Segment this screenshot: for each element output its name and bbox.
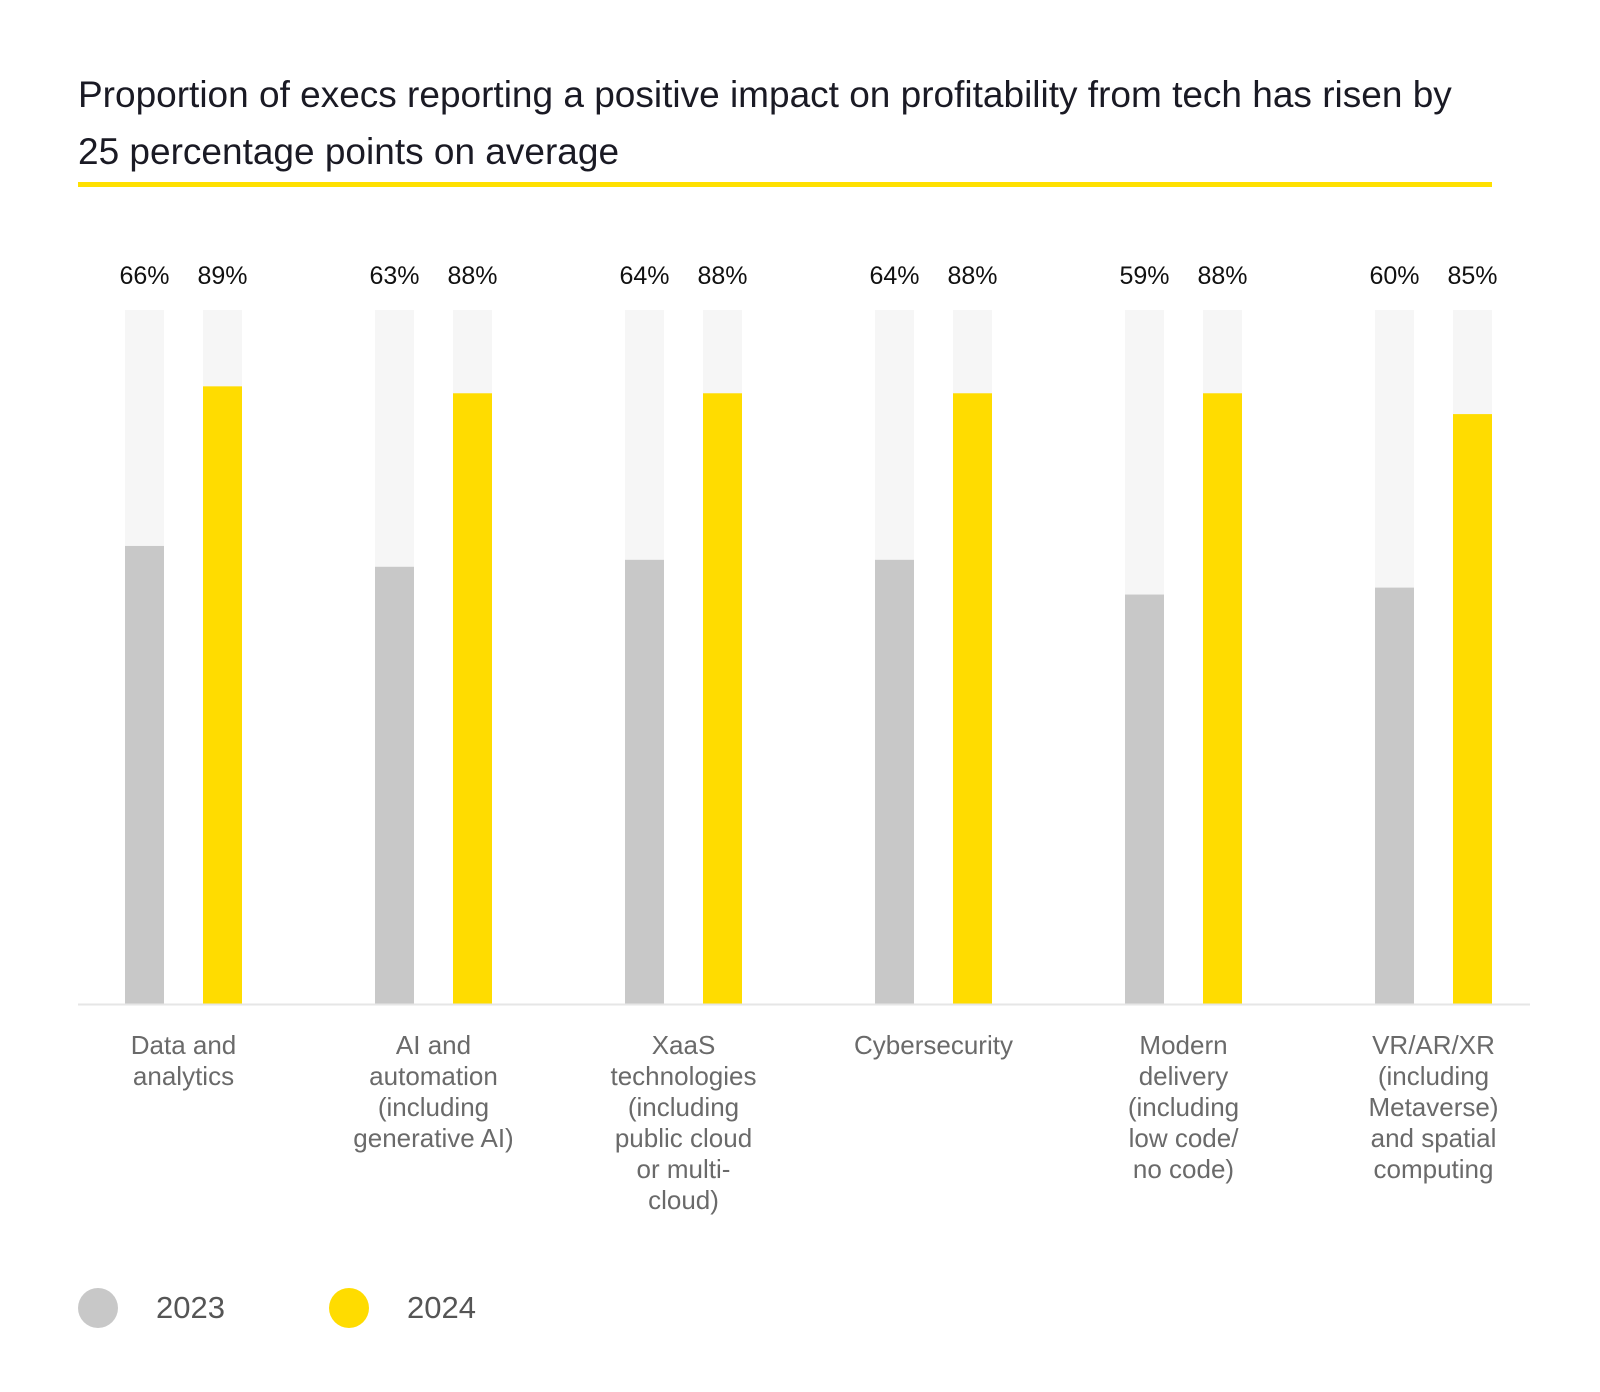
value-label: 66% bbox=[119, 262, 169, 290]
bar-2023 bbox=[875, 559, 914, 1004]
category-label: AI and bbox=[396, 1030, 471, 1060]
bar-2023 bbox=[1125, 594, 1164, 1004]
category-label: VR/AR/XR bbox=[1372, 1030, 1495, 1060]
value-label: 88% bbox=[947, 262, 997, 290]
category-label: Metaverse) bbox=[1368, 1092, 1498, 1122]
category-label: XaaS bbox=[652, 1030, 716, 1060]
category-label: technologies bbox=[611, 1061, 757, 1091]
value-label: 63% bbox=[369, 262, 419, 290]
category-label: computing bbox=[1374, 1154, 1494, 1184]
value-label: 88% bbox=[447, 262, 497, 290]
category-label: generative AI) bbox=[353, 1123, 513, 1153]
bar-2023 bbox=[625, 559, 664, 1004]
legend-item-2023: 2023 bbox=[78, 1288, 225, 1328]
category-label: automation bbox=[369, 1061, 498, 1091]
bar-2023 bbox=[375, 566, 414, 1004]
title-underline bbox=[78, 182, 1492, 187]
legend-label-2024: 2024 bbox=[407, 1290, 476, 1325]
legend-swatch-2023 bbox=[78, 1288, 118, 1328]
bar-2024 bbox=[1203, 393, 1242, 1004]
value-label: 64% bbox=[619, 262, 669, 290]
bar-2024 bbox=[1453, 414, 1492, 1005]
value-label: 89% bbox=[197, 262, 247, 290]
category-label: public cloud bbox=[615, 1123, 752, 1153]
value-label: 59% bbox=[1119, 262, 1169, 290]
category-label: low code/ bbox=[1129, 1123, 1240, 1153]
category-label: (including bbox=[628, 1092, 739, 1122]
category-label: or multi- bbox=[637, 1154, 731, 1184]
category-label: (including bbox=[1378, 1061, 1489, 1091]
value-label: 60% bbox=[1369, 262, 1419, 290]
bar-2024 bbox=[203, 386, 242, 1005]
bar-2023 bbox=[125, 545, 164, 1004]
value-label: 64% bbox=[869, 262, 919, 290]
bar-2024 bbox=[953, 393, 992, 1004]
category-label: analytics bbox=[133, 1061, 234, 1091]
category-label: no code) bbox=[1133, 1154, 1234, 1184]
chart-title: Proportion of execs reporting a positive… bbox=[78, 74, 1452, 172]
category-label: Modern bbox=[1139, 1030, 1227, 1060]
bar-2024 bbox=[453, 393, 492, 1004]
legend-swatch-2024 bbox=[329, 1288, 369, 1328]
category-label: delivery bbox=[1139, 1061, 1229, 1091]
category-label: cloud) bbox=[648, 1185, 719, 1215]
value-label: 85% bbox=[1447, 262, 1497, 290]
legend-label-2023: 2023 bbox=[156, 1290, 225, 1325]
category-label: (including bbox=[378, 1092, 489, 1122]
value-label: 88% bbox=[697, 262, 747, 290]
category-label: Data and bbox=[131, 1030, 237, 1060]
category-label: (including bbox=[1128, 1092, 1239, 1122]
bar-2024 bbox=[703, 393, 742, 1004]
category-label: and spatial bbox=[1371, 1123, 1497, 1153]
value-label: 88% bbox=[1197, 262, 1247, 290]
category-label: Cybersecurity bbox=[854, 1030, 1013, 1060]
bar-2023 bbox=[1375, 587, 1414, 1004]
legend-item-2024: 2024 bbox=[329, 1288, 476, 1328]
